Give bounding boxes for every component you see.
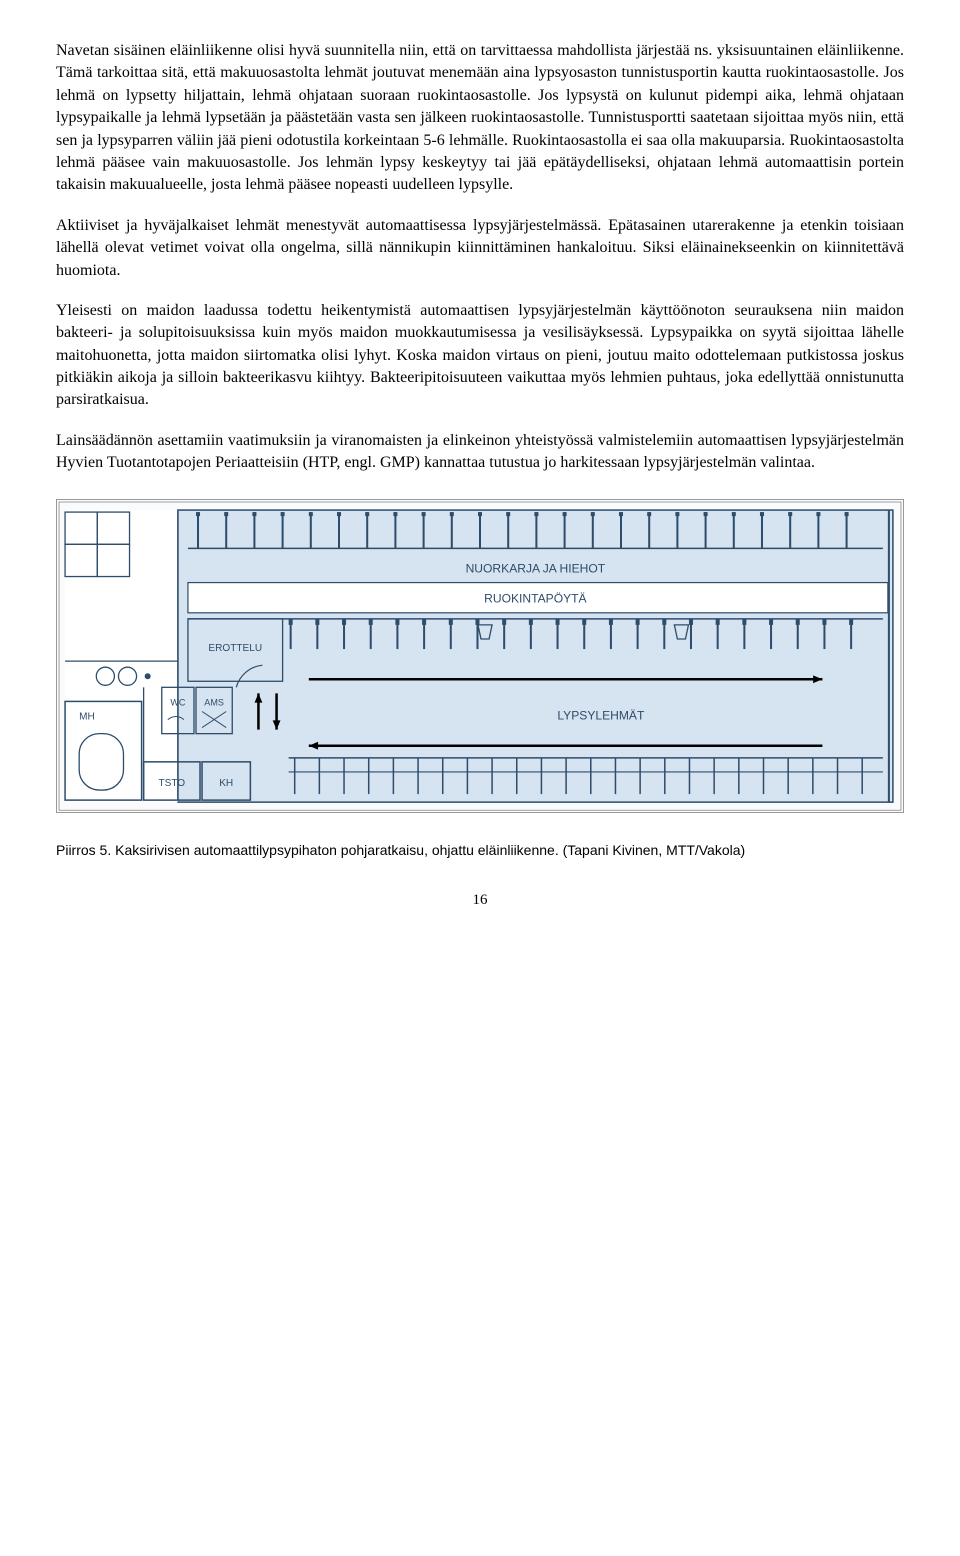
floorplan-svg: NUORKARJA JA HIEHOT RUOKINTAPÖYTÄ LYPSYLEH… xyxy=(57,500,903,812)
svg-text:NUORKARJA JA HIEHOT: NUORKARJA JA HIEHOT xyxy=(466,561,606,575)
paragraph-1: Navetan sisäinen eläinliikenne olisi hyv… xyxy=(56,40,904,197)
page-number: 16 xyxy=(56,890,904,911)
paragraph-4: Lainsäädännön asettamiin vaatimuksiin ja… xyxy=(56,430,904,475)
diagram-caption: Piirros 5. Kaksirivisen automaattilypsyp… xyxy=(56,841,904,861)
svg-text:TSTO: TSTO xyxy=(158,778,185,789)
svg-text:AMS: AMS xyxy=(204,697,224,707)
svg-text:EROTTELU: EROTTELU xyxy=(208,643,262,654)
paragraph-3: Yleisesti on maidon laadussa todettu hei… xyxy=(56,300,904,412)
svg-text:MH: MH xyxy=(79,711,95,722)
paragraph-2: Aktiiviset ja hyväjalkaiset lehmät menes… xyxy=(56,215,904,282)
svg-text:RUOKINTAPÖYTÄ: RUOKINTAPÖYTÄ xyxy=(484,591,587,605)
svg-text:KH: KH xyxy=(219,778,233,789)
floorplan-diagram: NUORKARJA JA HIEHOT RUOKINTAPÖYTÄ LYPSYLEH… xyxy=(56,499,904,813)
svg-text:LYPSYLEHMÄT: LYPSYLEHMÄT xyxy=(557,708,645,722)
